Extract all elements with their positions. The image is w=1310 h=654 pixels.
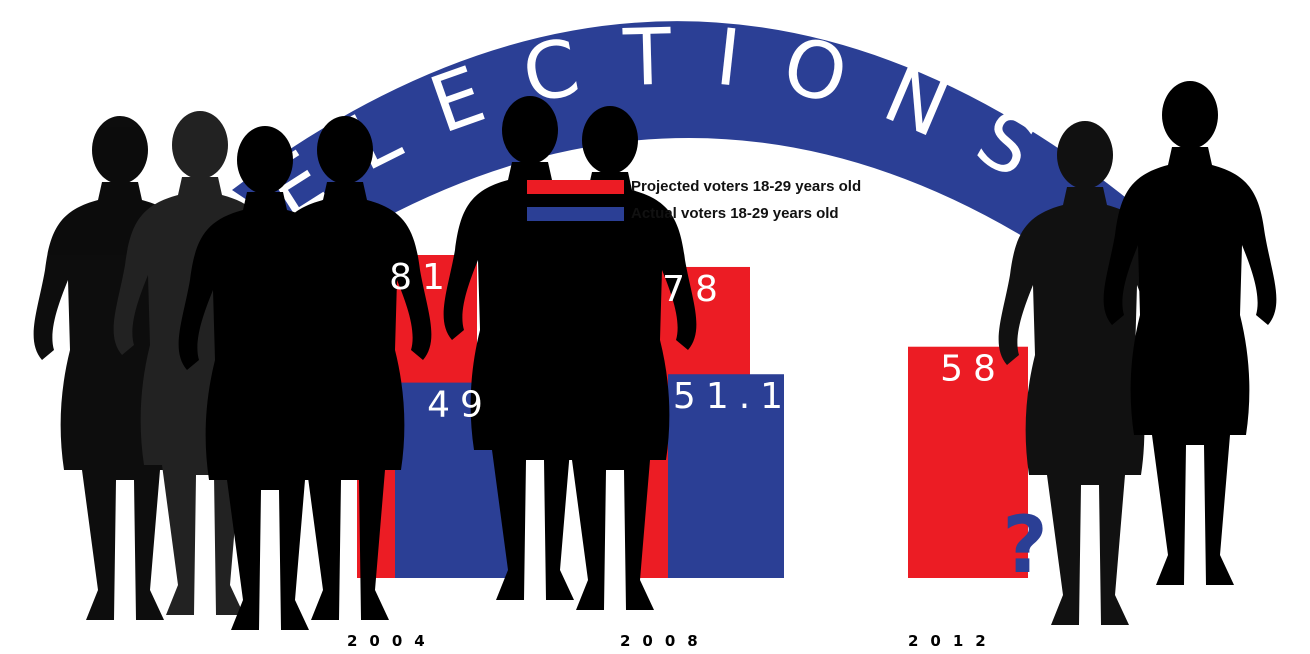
x-tick-label: 2004 [347,632,437,650]
value-label: 78 [662,269,728,310]
legend-label: Actual voters 18-29 years old [631,205,839,222]
legend-swatch [527,180,624,194]
x-tick-label: 2008 [620,632,710,650]
legend-swatch [527,207,624,221]
labels: 81 78 58 49 51.1 2004 2008 2012 Projected voters… [347,178,1048,650]
annotation: ? [1002,501,1047,591]
legend-label: Projected voters 18-29 years old [631,178,861,195]
value-label: 49 [427,385,493,426]
arch [232,21,1135,252]
x-tick-label: 2012 [908,632,998,650]
value-label: 51.1 [673,376,793,417]
value-label: 58 [940,349,1006,390]
value-label: 81 [389,257,455,298]
bar [908,346,1028,578]
bar [668,374,784,578]
